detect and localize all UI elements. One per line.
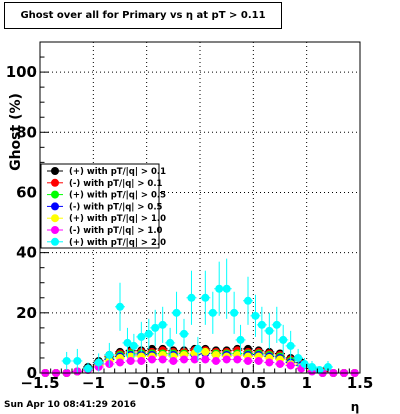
grid-lines (40, 42, 360, 373)
x-tick-label: 1 (301, 374, 311, 392)
legend-marker (51, 214, 59, 223)
data-point (94, 358, 103, 367)
legend-label: (+) with pT/|q| > 0.1 (69, 167, 166, 177)
data-point (137, 356, 146, 365)
legend-marker (51, 178, 59, 187)
data-point (123, 338, 132, 347)
legend-marker (51, 167, 59, 175)
data-point (180, 329, 188, 338)
data-point (215, 284, 224, 293)
data-point (251, 311, 260, 320)
data-point (172, 308, 181, 317)
data-point (144, 329, 153, 338)
data-point (137, 332, 146, 341)
data-point (279, 335, 288, 344)
y-tick-label: 80 (16, 123, 37, 141)
data-point (201, 347, 210, 356)
data-point (272, 320, 281, 329)
y-axis-label: Ghost (%) (8, 93, 24, 171)
x-tick-label: −1 (82, 374, 105, 392)
data-point (244, 296, 252, 305)
data-point (294, 353, 303, 362)
chart-title: Ghost over all for Primary vs η at pT > … (20, 10, 266, 21)
y-tick-label: 100 (6, 63, 37, 81)
data-point (193, 344, 202, 353)
data-point (236, 335, 245, 344)
data-point (212, 350, 220, 359)
x-tick-label: 0.5 (240, 374, 267, 392)
data-point (222, 355, 231, 364)
data-point (265, 326, 274, 335)
tick-labels: −1.5 −1 −0.5 0 0.5 1 1.5 0 20 40 60 80 100 (6, 63, 374, 392)
data-point (265, 358, 274, 367)
data-point (166, 338, 175, 347)
data-point (105, 350, 114, 359)
x-tick-label: −0.5 (127, 374, 166, 392)
data-point (158, 355, 167, 364)
legend-marker (51, 237, 59, 246)
data-point (208, 308, 217, 317)
title-box: Ghost over all for Primary vs η at pT > … (4, 2, 282, 29)
data-point (148, 355, 156, 364)
data-point (190, 355, 199, 364)
y-tick-label: 40 (16, 244, 37, 262)
data-point (254, 356, 263, 365)
x-tick-label: 1.5 (347, 374, 374, 392)
data-point (116, 302, 124, 311)
legend-label: (-) with pT/|q| > 1.0 (69, 226, 163, 236)
data-point (212, 356, 220, 365)
legend-label: (+) with pT/|q| > 2.0 (69, 238, 166, 248)
data-marks (40, 258, 360, 377)
y-tick-label: 0 (27, 364, 37, 382)
data-point (158, 320, 167, 329)
data-point (187, 293, 196, 302)
y-tick-label: 20 (16, 304, 37, 322)
data-point (201, 293, 210, 302)
data-point (286, 341, 295, 350)
y-tick-label: 60 (16, 183, 37, 201)
x-tick-label: −1.5 (20, 374, 59, 392)
data-point (222, 284, 231, 293)
legend-marker (51, 190, 59, 199)
timestamp: Sun Apr 10 08:41:29 2016 (4, 400, 137, 410)
data-point (151, 323, 160, 332)
legend-marker (51, 226, 59, 234)
legend-label: (-) with pT/|q| > 0.5 (69, 202, 163, 212)
series-7 (61, 258, 333, 374)
data-point (84, 364, 92, 373)
x-axis-label: η (351, 400, 360, 414)
data-point (169, 356, 178, 365)
legend-label: (-) with pT/|q| > 0.1 (69, 179, 163, 189)
data-point (324, 362, 332, 371)
data-point (286, 361, 295, 370)
data-point (180, 355, 188, 364)
data-point (257, 320, 266, 329)
legend-marker (51, 202, 59, 211)
data-point (244, 356, 252, 365)
data-point (126, 356, 135, 365)
data-point (73, 356, 82, 365)
data-point (276, 359, 284, 368)
data-point (233, 355, 242, 364)
x-tick-label: 0 (195, 374, 205, 392)
data-point (116, 358, 124, 367)
legend: (+) with pT/|q| > 0.1 (-) with pT/|q| > 0… (40, 163, 166, 249)
data-point (308, 362, 316, 371)
data-point (201, 355, 210, 364)
data-point (62, 356, 71, 365)
legend-label: (+) with pT/|q| > 0.5 (69, 191, 166, 201)
legend-label: (+) with pT/|q| > 1.0 (69, 214, 166, 224)
data-point (129, 341, 138, 350)
data-point (230, 308, 239, 317)
